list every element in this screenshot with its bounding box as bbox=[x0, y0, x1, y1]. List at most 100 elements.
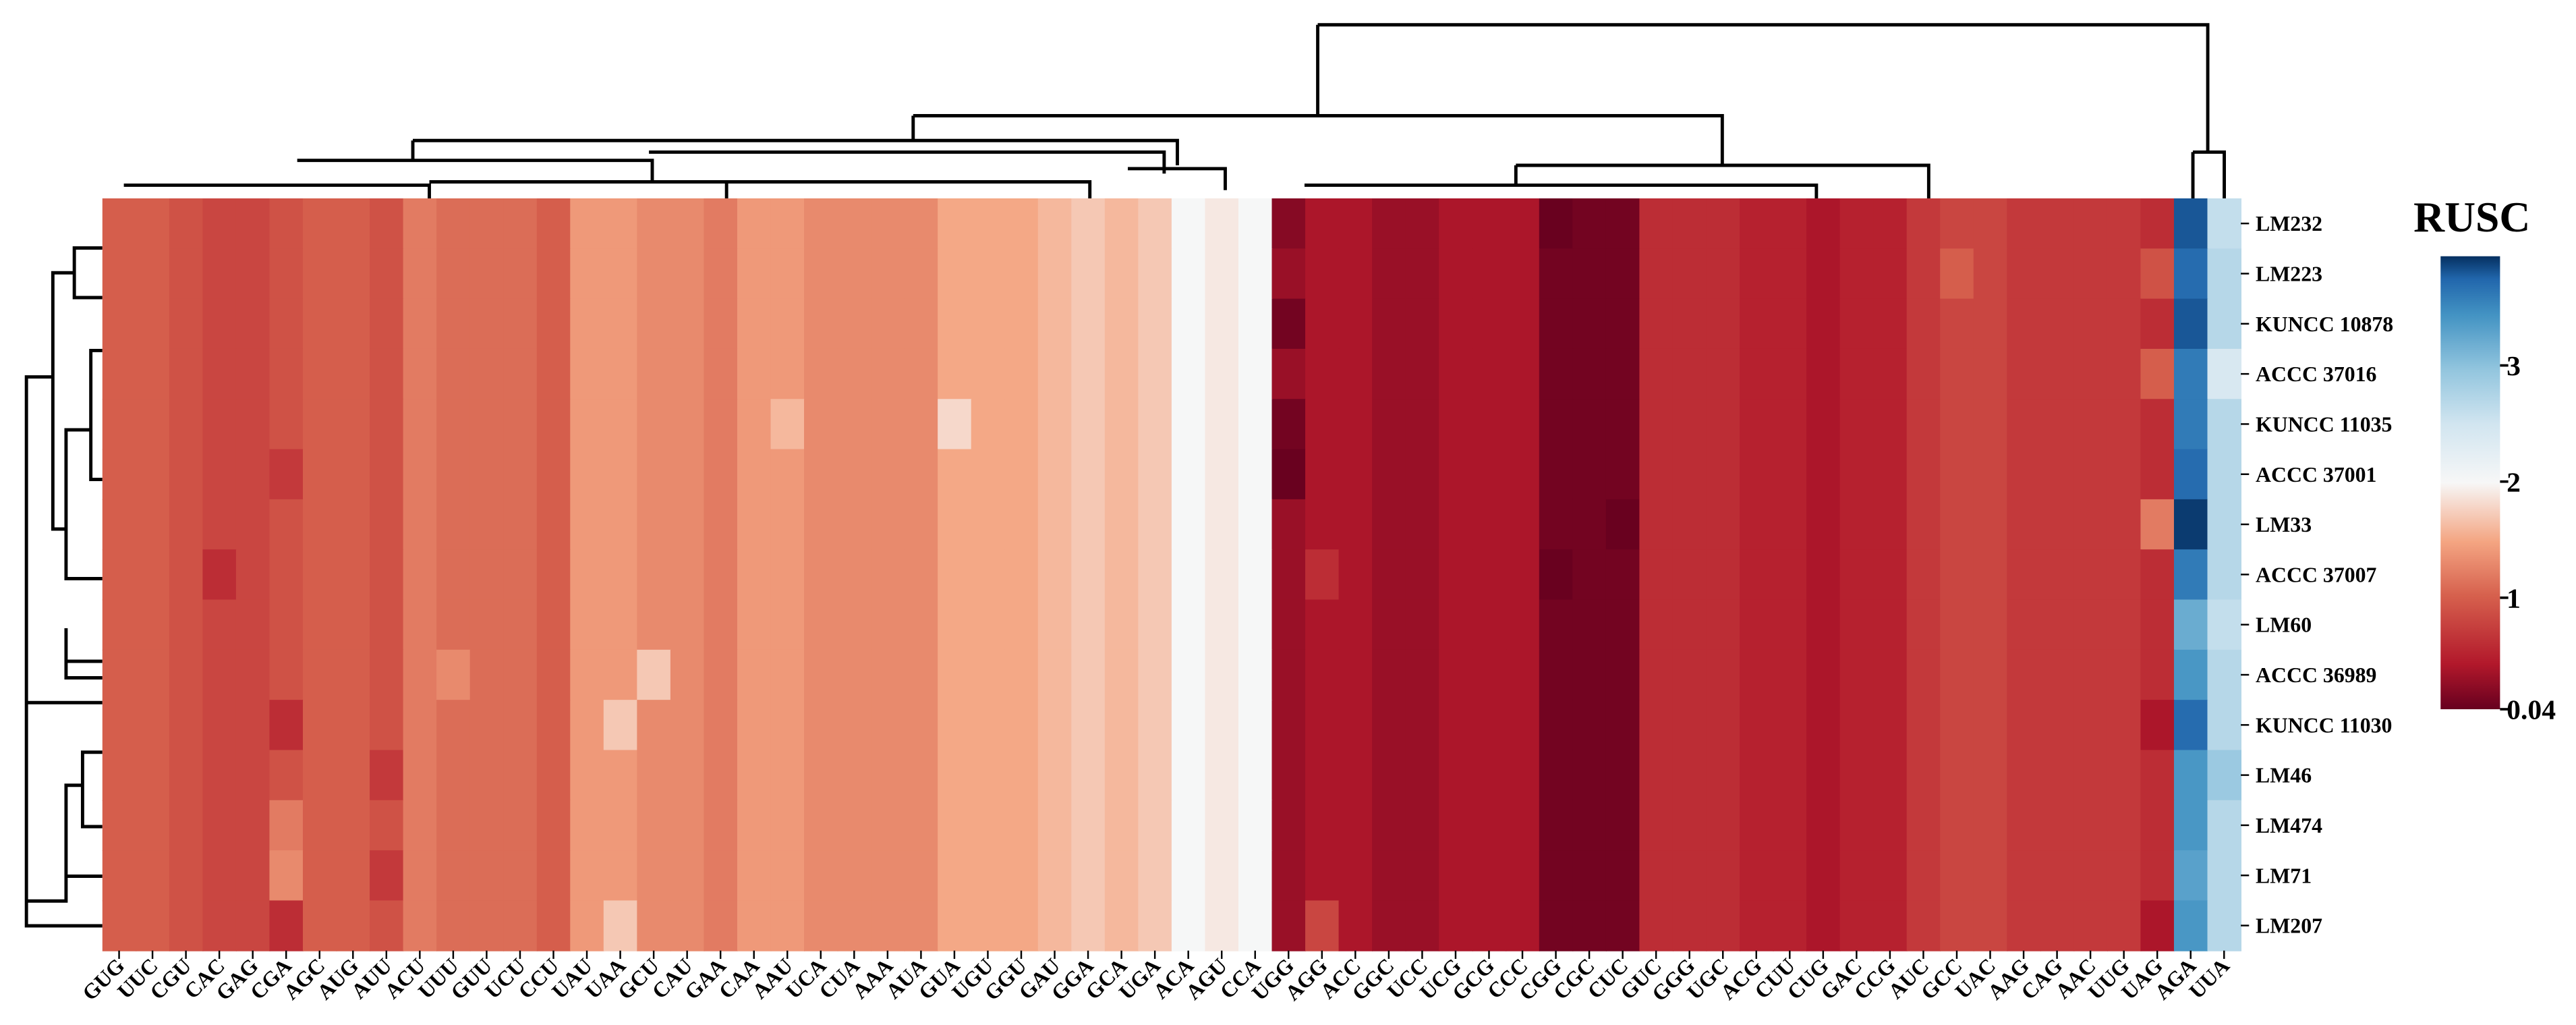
heatmap-cell bbox=[469, 499, 505, 551]
heatmap-cell bbox=[1672, 499, 1707, 551]
heatmap-cell bbox=[136, 649, 170, 701]
heatmap-cell bbox=[2207, 549, 2242, 601]
heatmap-cell bbox=[971, 649, 1006, 701]
heatmap-cell bbox=[536, 499, 571, 551]
dendrogram-branches bbox=[24, 246, 103, 928]
heatmap-cell bbox=[2173, 449, 2208, 500]
heatmap-cell bbox=[637, 850, 671, 902]
heatmap-cell bbox=[1605, 750, 1640, 801]
heatmap-cell bbox=[2040, 399, 2075, 450]
heatmap-cell bbox=[1405, 750, 1440, 801]
row-label: LM207 bbox=[2256, 914, 2322, 938]
heatmap-cell bbox=[1973, 700, 2008, 751]
heatmap-cell bbox=[1539, 198, 1574, 250]
row-label: LM33 bbox=[2256, 513, 2312, 536]
heatmap-cell bbox=[1639, 800, 1673, 852]
heatmap-cell bbox=[169, 248, 204, 300]
heatmap-cell bbox=[1238, 198, 1273, 250]
heatmap-cell bbox=[1873, 700, 1908, 751]
heatmap-cell bbox=[2173, 549, 2208, 601]
heatmap-cell bbox=[1205, 348, 1239, 400]
heatmap-cell bbox=[1305, 248, 1340, 300]
heatmap-cell bbox=[370, 850, 404, 902]
heatmap-cell bbox=[1639, 599, 1673, 650]
heatmap-cell bbox=[536, 649, 571, 701]
heatmap-cell bbox=[336, 399, 371, 450]
heatmap-cell bbox=[804, 649, 838, 701]
heatmap-cell bbox=[1305, 348, 1340, 400]
heatmap-cell bbox=[1839, 198, 1874, 250]
heatmap-cell bbox=[904, 399, 939, 450]
heatmap-cell bbox=[403, 599, 438, 650]
heatmap-cell bbox=[871, 850, 905, 902]
heatmap-cell bbox=[469, 649, 505, 701]
heatmap-cell bbox=[1238, 649, 1273, 701]
row-label: LM223 bbox=[2256, 262, 2322, 285]
heatmap-cell bbox=[2173, 599, 2208, 650]
heatmap-cell bbox=[1372, 399, 1406, 450]
heatmap-cell bbox=[1672, 900, 1707, 951]
heatmap-cell bbox=[436, 248, 471, 300]
heatmap-cell bbox=[971, 499, 1006, 551]
heatmap-cell bbox=[1171, 399, 1206, 450]
heatmap-cell bbox=[1372, 900, 1406, 951]
heatmap-cell bbox=[837, 399, 872, 450]
heatmap-cell bbox=[1405, 449, 1440, 500]
heatmap-cell bbox=[1806, 750, 1841, 801]
heatmap-cell bbox=[1906, 549, 1941, 601]
heatmap-cell bbox=[1439, 649, 1473, 701]
heatmap-cell bbox=[1305, 449, 1340, 500]
heatmap-cell bbox=[1605, 399, 1640, 450]
heatmap-cell bbox=[1271, 900, 1307, 951]
heatmap-cell bbox=[503, 700, 538, 751]
heatmap-cell bbox=[2173, 399, 2208, 450]
heatmap-cell bbox=[1539, 850, 1574, 902]
heatmap-cell bbox=[1037, 449, 1072, 500]
heatmap-cell bbox=[2007, 198, 2041, 250]
heatmap-cell bbox=[670, 900, 705, 951]
heatmap-cell bbox=[1472, 750, 1507, 801]
heatmap-cell bbox=[2207, 198, 2242, 250]
heatmap-cell bbox=[536, 549, 571, 601]
heatmap-cell bbox=[1338, 198, 1373, 250]
heatmap-cell bbox=[2073, 649, 2108, 701]
heatmap-cell bbox=[1973, 449, 2008, 500]
heatmap-cell bbox=[2173, 348, 2208, 400]
heatmap-cell bbox=[1839, 750, 1874, 801]
heatmap-cell bbox=[235, 649, 270, 701]
heatmap-cell bbox=[1405, 649, 1440, 701]
heatmap-cell bbox=[503, 298, 538, 350]
heatmap-cell bbox=[1806, 649, 1841, 701]
heatmap-cell bbox=[904, 348, 939, 400]
heatmap-cell bbox=[1506, 198, 1540, 250]
heatmap-cell bbox=[1873, 348, 1908, 400]
heatmap-cell bbox=[1873, 298, 1908, 350]
heatmap-cell bbox=[971, 599, 1006, 650]
heatmap-cell bbox=[603, 298, 638, 350]
heatmap-cell bbox=[2007, 248, 2041, 300]
heatmap-cell bbox=[570, 900, 604, 951]
heatmap-cell bbox=[1873, 800, 1908, 852]
heatmap-cell bbox=[1372, 198, 1406, 250]
heatmap-cell bbox=[302, 348, 337, 400]
heatmap-cell bbox=[1472, 449, 1507, 500]
row-label: ACCC 36989 bbox=[2256, 663, 2376, 687]
heatmap-cell bbox=[1171, 449, 1206, 500]
heatmap-cell bbox=[704, 750, 738, 801]
heatmap-cell bbox=[1740, 850, 1774, 902]
colorbar-tick-label: 1 bbox=[2507, 583, 2521, 614]
heatmap-cell bbox=[1238, 700, 1273, 751]
heatmap-cell bbox=[1472, 248, 1507, 300]
heatmap-cell bbox=[2140, 549, 2175, 601]
heatmap-cell bbox=[403, 900, 438, 951]
row-dendrogram bbox=[24, 246, 103, 928]
heatmap-cell bbox=[1806, 399, 1841, 450]
heatmap-cell bbox=[1104, 900, 1139, 951]
row-label: KUNCC 11030 bbox=[2256, 713, 2392, 737]
heatmap-cell bbox=[1706, 850, 1740, 902]
heatmap-cell bbox=[1572, 248, 1607, 300]
heatmap-cell bbox=[971, 850, 1006, 902]
heatmap-cell bbox=[1906, 800, 1941, 852]
heatmap-cell bbox=[1104, 700, 1139, 751]
